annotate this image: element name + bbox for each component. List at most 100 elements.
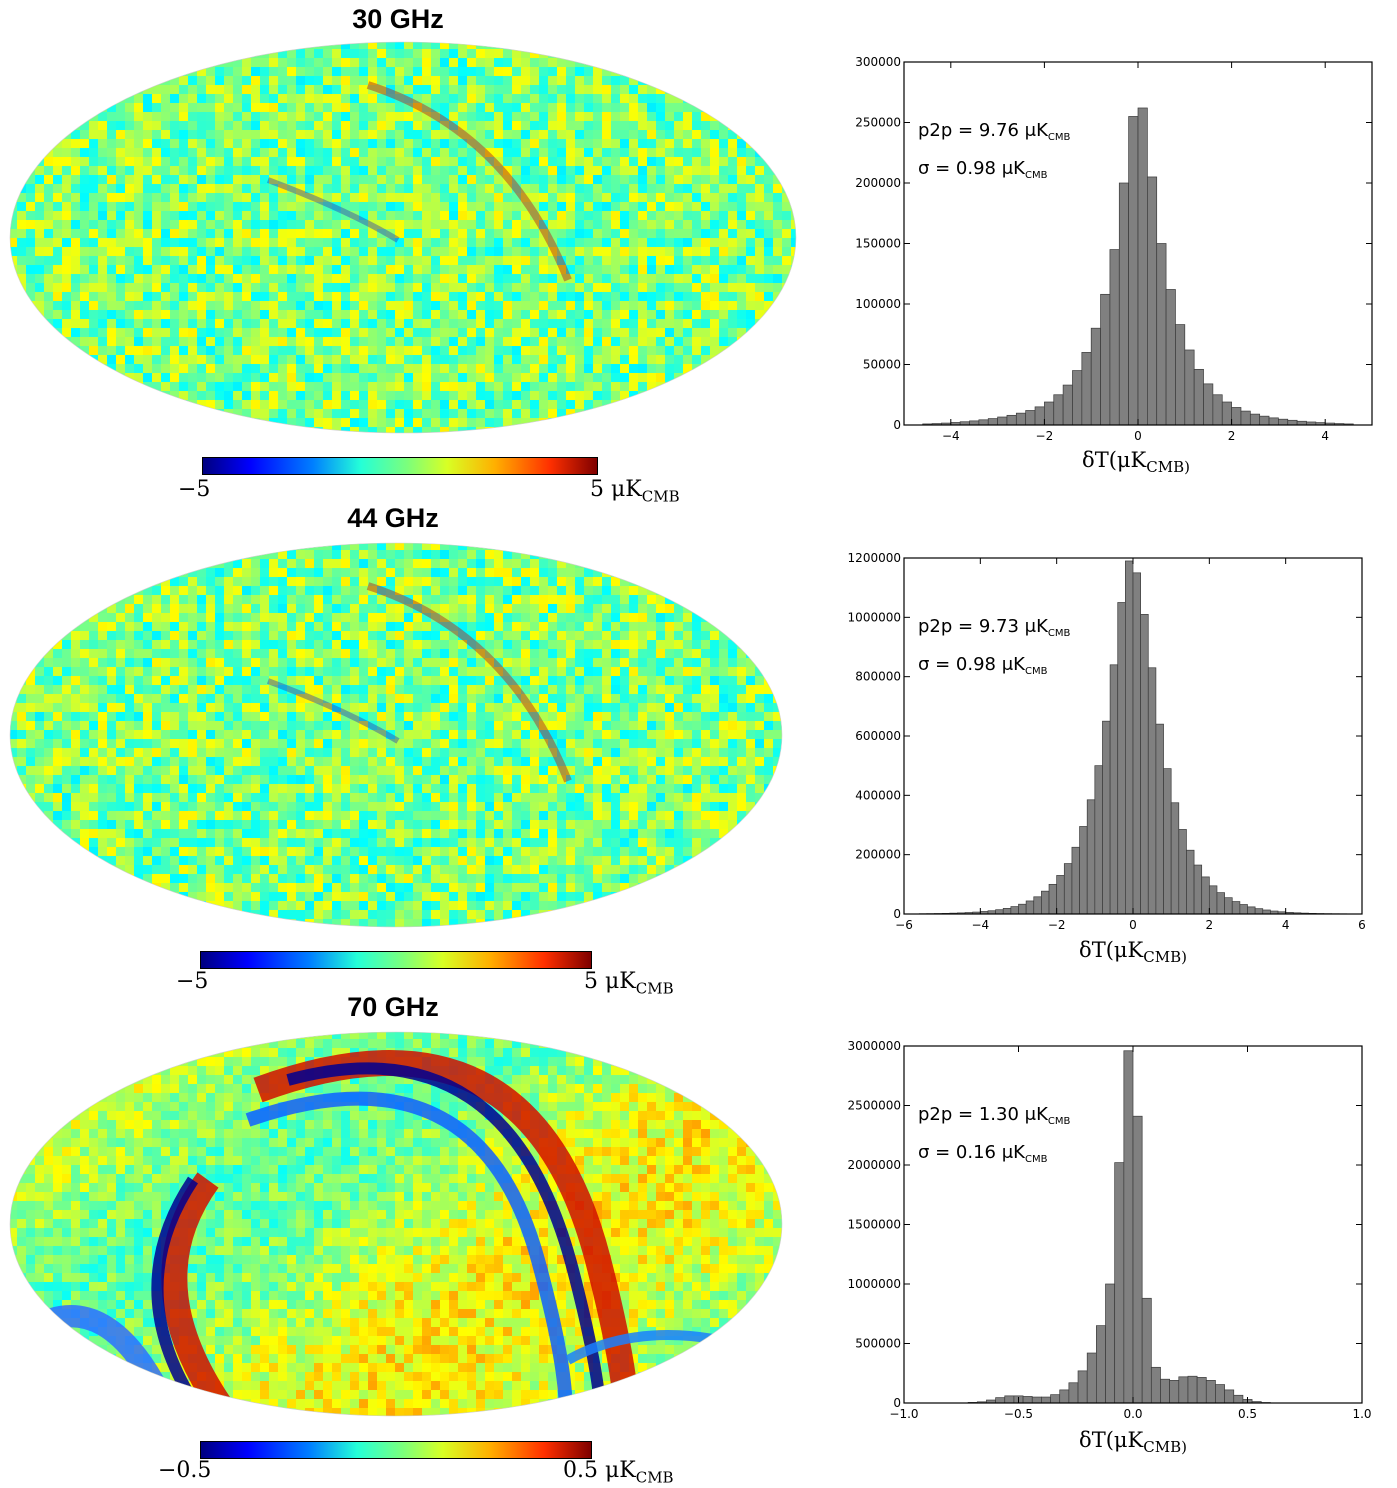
histogram-bar — [1114, 1162, 1125, 1404]
histogram-bar — [1071, 846, 1080, 915]
histogram-bar — [1033, 896, 1042, 915]
histogram-bar — [1268, 417, 1279, 426]
sky-map-mollweide — [9, 1031, 783, 1417]
histogram-bar — [1208, 885, 1218, 915]
histogram-bar — [1262, 909, 1271, 915]
histogram-bar — [1090, 327, 1101, 426]
histogram-bar — [1109, 664, 1119, 915]
histogram-bar — [1105, 1283, 1116, 1404]
histogram-bar — [1081, 352, 1092, 426]
map-title: 44 GHz — [347, 503, 439, 533]
y-tick-label: 50000 — [863, 358, 901, 372]
histogram-bar — [1096, 1325, 1106, 1404]
histogram-bar — [1178, 829, 1187, 915]
histogram-bar — [1063, 863, 1073, 915]
x-tick-label: 1.0 — [1352, 1407, 1371, 1421]
histogram-bar — [1201, 876, 1210, 915]
histogram-bar — [1224, 1389, 1235, 1404]
histogram-bar — [1231, 901, 1241, 915]
histogram-bar — [1150, 1366, 1161, 1404]
histogram-bar — [1004, 1395, 1015, 1404]
y-tick-label: 400000 — [855, 788, 901, 802]
x-tick-label: 2 — [1228, 429, 1236, 443]
y-tick-label: 300000 — [855, 55, 901, 69]
histogram-bar — [1233, 1394, 1244, 1404]
y-tick-label: 800000 — [855, 670, 901, 684]
histogram-bar — [1086, 799, 1096, 915]
colorbar-max-label: 5 μKCMB — [590, 477, 680, 506]
histogram-bar — [1025, 410, 1036, 426]
histogram-bar — [1086, 1352, 1097, 1404]
map-title: 30 GHz — [352, 4, 444, 34]
histogram-bar — [995, 1397, 1006, 1404]
x-tick-label: 4 — [1321, 429, 1329, 443]
x-tick-label: 0.0 — [1123, 1407, 1142, 1421]
y-tick-label: 200000 — [855, 848, 901, 862]
y-tick-label: 2500000 — [848, 1099, 901, 1113]
histogram-bar — [1125, 560, 1134, 915]
histogram-bar — [1178, 1376, 1189, 1404]
x-tick-label: 0.5 — [1238, 1407, 1257, 1421]
histogram-bar — [1147, 176, 1158, 426]
histogram-bar — [1212, 394, 1223, 426]
histogram-bar — [1022, 1396, 1033, 1404]
histogram-bar — [1034, 406, 1045, 426]
histogram-bar — [1077, 1370, 1088, 1404]
histogram-bar — [978, 419, 989, 426]
histogram-bar — [1259, 415, 1270, 426]
histogram-bar — [1155, 723, 1164, 915]
y-tick-label: 500000 — [855, 1337, 901, 1351]
histogram-bar — [1247, 906, 1256, 915]
x-axis-label: δT(μKCMB) — [1079, 1428, 1187, 1457]
histogram-bar — [1187, 1375, 1198, 1404]
x-tick-label: −1.0 — [889, 1407, 918, 1421]
histogram-bar — [1018, 903, 1027, 915]
bars — [918, 560, 1348, 915]
y-tick-label: 1200000 — [848, 551, 901, 565]
histogram-bar — [1041, 890, 1050, 915]
y-tick-label: 0 — [893, 907, 901, 921]
x-tick-label: 0 — [1129, 918, 1137, 932]
sky-map-mollweide — [9, 41, 797, 434]
histogram-bar — [1249, 413, 1261, 426]
histogram-bar — [1221, 401, 1232, 426]
x-tick-label: −6 — [895, 918, 913, 932]
histogram-chart: −4 −2 0 2 4 0 50000 100000 150000 200000 250000 300… — [855, 55, 1373, 443]
map-stripe — [245, 1091, 573, 1416]
histogram-bar — [1196, 1377, 1207, 1404]
histogram-bar — [1193, 864, 1203, 915]
histogram-bar — [1215, 1384, 1225, 1404]
histogram-bar — [1287, 419, 1298, 426]
histogram-bar — [1053, 394, 1064, 426]
histogram-bar — [1025, 900, 1035, 915]
histogram-bar — [1015, 412, 1027, 426]
bars — [922, 107, 1354, 426]
colorbar-min-label: −5 — [178, 477, 211, 502]
histogram-bar — [969, 420, 980, 426]
histogram-bar — [1186, 849, 1195, 915]
histogram-bar — [1169, 1380, 1180, 1404]
x-tick-label: −4 — [971, 918, 989, 932]
stat-annotation: p2p = 9.76 μKCMB — [918, 120, 1071, 143]
colorbar-max-label: 5 μKCMB — [584, 969, 674, 998]
colorbar-min-label: −0.5 — [158, 1458, 212, 1483]
histogram-bar — [1006, 414, 1017, 426]
histogram-bar — [1224, 897, 1233, 915]
histogram-bar — [1240, 410, 1251, 426]
map-stripe — [253, 1050, 640, 1416]
histogram-chart: −6 −4 −2 0 2 4 6 0 200000 400000 600000 800000 10000… — [848, 551, 1366, 932]
histogram-bar — [1184, 349, 1195, 426]
histogram-bar — [1002, 908, 1012, 915]
histogram-bar — [1062, 384, 1073, 426]
histogram-bar — [1175, 324, 1186, 426]
stat-annotation: σ = 0.98 μKCMB — [918, 654, 1048, 677]
y-tick-label: 150000 — [855, 237, 901, 251]
x-axis-label: δT(μKCMB) — [1079, 938, 1187, 967]
histogram-bar — [1132, 1115, 1143, 1404]
x-axis-label: δT(μKCMB) — [1082, 448, 1190, 477]
stat-annotation: σ = 0.16 μKCMB — [918, 1142, 1048, 1165]
colorbar — [200, 1441, 592, 1459]
y-tick-label: 200000 — [855, 176, 901, 190]
histogram-bar — [1165, 289, 1176, 426]
histogram-bar — [1059, 1389, 1070, 1404]
